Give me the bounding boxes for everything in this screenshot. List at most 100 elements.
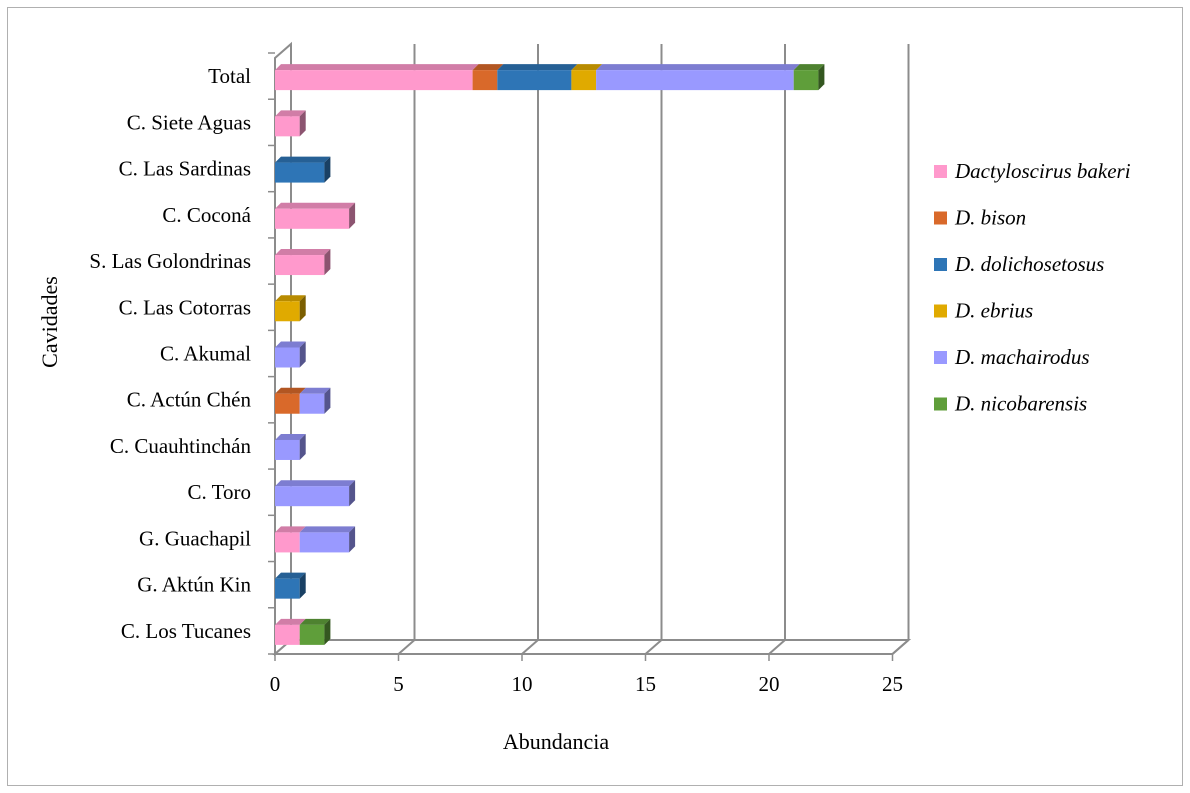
- y-tick-label: C. Coconá: [162, 203, 251, 227]
- legend-label: D. dolichosetosus: [954, 252, 1104, 276]
- floor-gridline: [768, 639, 786, 655]
- floor-gridline: [521, 639, 539, 655]
- bar-segment: [497, 70, 572, 91]
- x-tick-labels: 0 5 10 15 20 25: [270, 672, 903, 696]
- y-tick-label: C. Toro: [188, 480, 251, 504]
- bar-end: [299, 341, 306, 368]
- y-tick-label: G. Aktún Kin: [137, 573, 251, 597]
- bar-segment: [793, 70, 819, 91]
- bar-top: [275, 295, 306, 302]
- legend: Dactyloscirus bakeri D. bison D. dolichose…: [934, 159, 1131, 416]
- floor-gridline: [397, 639, 416, 655]
- y-axis-label: Cavidades: [37, 276, 62, 368]
- bar-top: [275, 618, 306, 625]
- legend-label: D. machairodus: [954, 345, 1090, 369]
- bar-end: [324, 618, 331, 645]
- bar-end: [349, 202, 356, 229]
- bar-top: [275, 64, 479, 71]
- bar-segment: [275, 486, 350, 507]
- bar-end: [299, 572, 306, 599]
- x-tick-label: 5: [393, 672, 404, 696]
- bar-end: [818, 64, 825, 91]
- y-tick-label: C. Siete Aguas: [127, 110, 251, 134]
- legend-swatch: [934, 304, 947, 318]
- bar-top: [275, 249, 331, 256]
- bar-segment: [472, 70, 498, 91]
- bar-end: [349, 526, 356, 553]
- bar-segment: [275, 301, 300, 322]
- bars: [275, 64, 825, 645]
- bar-segment: [275, 393, 300, 414]
- legend-swatch: [934, 258, 947, 271]
- legend-label: D. nicobarensis: [954, 392, 1087, 416]
- chart-frame: [7, 7, 1183, 786]
- bar-segment: [275, 624, 300, 645]
- bar-top: [275, 202, 356, 209]
- y-tick-label: C. Los Tucanes: [121, 619, 251, 643]
- bar-top: [472, 64, 504, 71]
- bar-top: [275, 572, 306, 579]
- y-tick-label: Total: [208, 64, 251, 88]
- bar-top: [275, 387, 306, 394]
- bar-segment: [275, 578, 300, 599]
- y-tick-label: C. Las Sardinas: [119, 157, 251, 181]
- bar-end: [324, 156, 331, 183]
- bar-top: [275, 480, 356, 487]
- bar-top: [275, 526, 306, 533]
- legend-label: D. bison: [954, 206, 1026, 230]
- bar-segment: [275, 162, 325, 183]
- grid-lines: [268, 44, 910, 661]
- chart-walls: [272, 41, 912, 657]
- bar-end: [299, 110, 306, 137]
- bar-end: [299, 433, 306, 460]
- bar-end: [349, 480, 356, 507]
- bar-segment: [275, 70, 473, 91]
- floor-gridline: [891, 639, 910, 655]
- bar-top: [275, 341, 306, 348]
- legend-swatch: [934, 397, 947, 411]
- y-tick-label: C. Cuauhtinchán: [110, 434, 252, 458]
- y-tick-label: C. Akumal: [160, 342, 251, 366]
- bar-segment: [299, 393, 325, 414]
- bar-segment: [299, 624, 325, 645]
- floor-gridline: [644, 639, 663, 655]
- x-tick-label: 20: [759, 672, 780, 696]
- bar-segment: [299, 532, 350, 553]
- bar-segment: [596, 70, 794, 91]
- y-tick-labels: Total C. Siete Aguas C. Las Sardinas C. Coc…: [89, 64, 251, 643]
- legend-swatch: [934, 351, 947, 364]
- x-tick-label: 15: [635, 672, 656, 696]
- bar-top: [299, 526, 356, 533]
- bar-top: [571, 64, 603, 71]
- y-tick-label: G. Guachapil: [139, 526, 251, 550]
- bar-top: [497, 64, 578, 71]
- bar-end: [299, 295, 306, 322]
- y-tick-label: C. Actún Chén: [127, 388, 252, 412]
- legend-swatch: [934, 165, 947, 178]
- bar-top: [275, 156, 331, 163]
- legend-label: Dactyloscirus bakeri: [954, 159, 1131, 183]
- bar-segment: [571, 70, 597, 91]
- bar-top: [596, 64, 800, 71]
- x-tick-label: 10: [512, 672, 533, 696]
- bar-segment: [275, 439, 300, 460]
- y-tick-label: S. Las Golondrinas: [89, 249, 251, 273]
- x-tick-label: 25: [882, 672, 903, 696]
- bar-top: [275, 433, 306, 440]
- legend-label: D. ebrius: [954, 299, 1033, 323]
- legend-swatch: [934, 211, 947, 225]
- bar-end: [324, 249, 331, 276]
- bar-segment: [275, 255, 325, 276]
- bar-top: [299, 387, 331, 394]
- x-tick-label: 0: [270, 672, 281, 696]
- bar-top: [275, 110, 306, 117]
- bar-top: [793, 64, 825, 71]
- bar-segment: [275, 347, 300, 368]
- y-tick-label: C. Las Cotorras: [119, 295, 251, 319]
- bar-top: [299, 618, 331, 625]
- bar-end: [324, 387, 331, 414]
- floor: [272, 639, 912, 655]
- bar-segment: [275, 532, 300, 553]
- bar-segment: [275, 208, 350, 229]
